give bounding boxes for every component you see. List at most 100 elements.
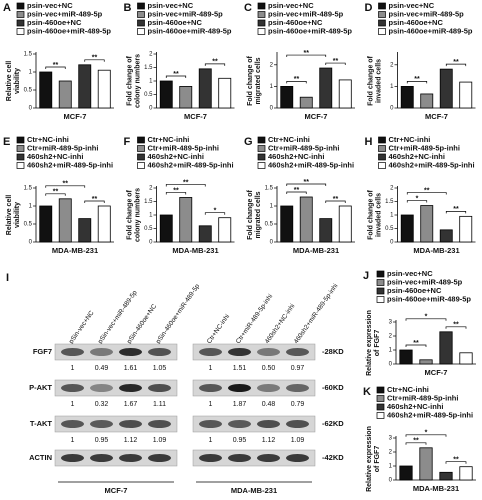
significance-bracket xyxy=(165,192,187,195)
y-axis-label: viability xyxy=(14,68,21,94)
blot-band xyxy=(199,420,222,428)
legend-swatch xyxy=(378,11,386,18)
y-tick-label: 2 xyxy=(389,334,393,340)
significance-label: ** xyxy=(304,50,310,57)
bar xyxy=(58,198,72,243)
bar xyxy=(439,471,453,481)
legend-swatch xyxy=(378,2,386,10)
significance-label: ** xyxy=(53,62,59,69)
significance-label: ** xyxy=(453,206,459,213)
x-category-label: MCF-7 xyxy=(64,112,87,121)
significance-bracket xyxy=(406,192,447,195)
blot-strip xyxy=(54,449,178,467)
significance-label: * xyxy=(425,314,428,321)
legend-label: psin-vec+miR-489-5p xyxy=(27,9,103,18)
legend-label: Ctr+NC-inhi xyxy=(148,135,190,144)
blot-band xyxy=(148,348,171,356)
x-category-label: MCF-7 xyxy=(425,368,448,377)
significance-bracket xyxy=(286,54,327,58)
quant-label: 0.95 xyxy=(233,437,247,444)
legend-label: 460sh2+NC-inhi xyxy=(148,152,204,161)
y-tick-label: 0 xyxy=(270,240,274,246)
bar xyxy=(218,217,232,243)
legend-swatch xyxy=(16,11,25,18)
significance-label: ** xyxy=(333,196,339,203)
blot-band xyxy=(61,348,84,356)
significance-label: ** xyxy=(63,181,69,188)
y-tick-label: 1 xyxy=(390,213,394,219)
y-tick-label: 1 xyxy=(270,84,274,90)
quant-label: 1 xyxy=(209,437,213,444)
legend-label: 460sh2+NC-inhi xyxy=(387,402,443,411)
y-axis-label: Fold change of xyxy=(126,189,133,239)
quant-label: 1 xyxy=(71,437,75,444)
y-tick-label: 0 xyxy=(29,240,33,246)
y-tick-label: 0.5 xyxy=(24,88,33,94)
x-category-label: MDA-MB-231 xyxy=(293,246,339,255)
legend-swatch xyxy=(257,145,266,152)
bar xyxy=(179,86,193,109)
significance-label: ** xyxy=(333,58,339,65)
size-label: -62KD xyxy=(322,419,344,428)
quant-label: 0.95 xyxy=(95,437,109,444)
legend-label: psin-vec+miR-489-5p xyxy=(148,9,224,18)
y-axis-label: invaded cells xyxy=(375,59,382,103)
quant-label: 1 xyxy=(71,401,75,408)
legend-swatch xyxy=(257,2,266,10)
bar xyxy=(419,447,433,481)
blot-band xyxy=(286,420,309,428)
y-tick-label: 1 xyxy=(29,204,33,210)
lane-label: pSin-vec+NC xyxy=(68,309,96,345)
significance-label: * xyxy=(425,430,428,437)
legend-swatch xyxy=(137,11,145,18)
significance-bracket xyxy=(325,200,346,203)
blot-band xyxy=(148,420,171,428)
y-axis-label: Fold change of xyxy=(367,189,374,239)
legend-swatch xyxy=(16,145,25,152)
blot-band xyxy=(286,348,309,356)
y-tick-label: 3 xyxy=(389,320,393,326)
legend-label: 460sh2+miR-489-5p-inhi xyxy=(387,410,473,419)
legend-swatch xyxy=(16,162,25,169)
blot-band xyxy=(228,384,251,392)
bar xyxy=(78,218,92,243)
legend-swatch xyxy=(257,19,266,27)
y-tick-label: 0.5 xyxy=(144,92,153,98)
significance-label: ** xyxy=(183,179,189,186)
bar xyxy=(419,359,433,365)
legend-label: Ctr+NC-inhi xyxy=(389,135,431,144)
size-label: -60KD xyxy=(322,383,344,392)
legend-label: 460sh2+NC-inhi xyxy=(389,152,445,161)
legend-swatch xyxy=(376,279,385,286)
y-tick-label: 1.5 xyxy=(265,186,274,192)
significance-label: ** xyxy=(173,187,179,194)
blot-band xyxy=(228,454,251,462)
significance-bracket xyxy=(286,191,307,194)
y-tick-label: 0 xyxy=(149,240,153,246)
legend-label: 460sh2+NC-inhi xyxy=(268,152,324,161)
significance-label: ** xyxy=(212,59,218,66)
y-tick-label: 2 xyxy=(390,62,394,68)
x-category-label: MCF-7 xyxy=(425,112,448,121)
significance-bracket xyxy=(406,200,428,203)
blot-band xyxy=(199,348,222,356)
significance-label: ** xyxy=(424,187,430,194)
legend-swatch xyxy=(378,145,386,152)
bar xyxy=(198,225,212,243)
bar xyxy=(299,196,313,243)
bar xyxy=(399,465,413,481)
quant-label: 1 xyxy=(209,401,213,408)
panel-label: I xyxy=(6,272,9,284)
significance-label: ** xyxy=(453,59,459,66)
legend-label: psin-vec+NC xyxy=(268,1,314,10)
blot-band xyxy=(257,384,280,392)
y-axis-label: Fold change of xyxy=(247,189,254,239)
legend-swatch xyxy=(16,136,25,144)
significance-bracket xyxy=(405,442,427,445)
x-category-label: MCF-7 xyxy=(305,112,328,121)
y-tick-label: 0.5 xyxy=(144,226,153,232)
significance-label: ** xyxy=(173,71,179,78)
y-tick-label: 2 xyxy=(149,186,153,192)
y-tick-label: 0 xyxy=(390,106,394,112)
bar xyxy=(459,466,473,481)
